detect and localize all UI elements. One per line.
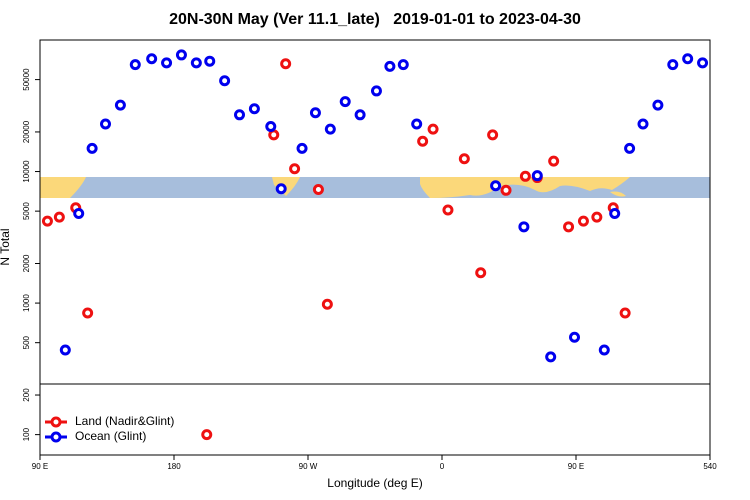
plot-frame bbox=[39, 39, 711, 456]
y-tick-label: 2000 bbox=[22, 254, 31, 272]
point bbox=[354, 109, 366, 121]
point bbox=[411, 118, 423, 130]
point bbox=[268, 129, 280, 141]
point bbox=[652, 99, 664, 111]
point bbox=[324, 123, 336, 135]
point bbox=[531, 170, 543, 182]
legend-marker bbox=[50, 431, 62, 443]
point bbox=[190, 57, 202, 69]
point bbox=[175, 49, 187, 61]
point bbox=[475, 267, 487, 279]
point bbox=[86, 142, 98, 154]
point bbox=[275, 183, 287, 195]
point bbox=[490, 180, 502, 192]
y-tick-label: 1000 bbox=[22, 294, 31, 312]
y-tick-label: 500 bbox=[22, 335, 31, 349]
x-tick-label: 540 bbox=[703, 462, 717, 471]
point bbox=[548, 155, 560, 167]
point bbox=[397, 59, 409, 71]
point bbox=[296, 142, 308, 154]
point bbox=[682, 53, 694, 65]
point bbox=[41, 215, 53, 227]
point bbox=[427, 123, 439, 135]
point bbox=[598, 344, 610, 356]
point bbox=[591, 211, 603, 223]
point bbox=[458, 153, 470, 165]
point bbox=[114, 99, 126, 111]
y-tick-label: 20000 bbox=[22, 120, 31, 143]
x-tick-label: 90 E bbox=[32, 462, 48, 471]
y-tick-label: 200 bbox=[22, 388, 31, 402]
point bbox=[146, 53, 158, 65]
point bbox=[442, 204, 454, 216]
point bbox=[577, 215, 589, 227]
point bbox=[569, 331, 581, 343]
y-tick-label: 5000 bbox=[22, 202, 31, 220]
point bbox=[519, 170, 531, 182]
point bbox=[339, 96, 351, 108]
point bbox=[384, 60, 396, 72]
point bbox=[204, 55, 216, 67]
point bbox=[609, 207, 621, 219]
point bbox=[289, 163, 301, 175]
point bbox=[417, 135, 429, 147]
point bbox=[518, 221, 530, 233]
point bbox=[59, 344, 71, 356]
point bbox=[73, 207, 85, 219]
y-tick-label: 100 bbox=[22, 427, 31, 441]
point bbox=[619, 307, 631, 319]
point bbox=[370, 85, 382, 97]
point bbox=[280, 58, 292, 70]
point bbox=[219, 75, 231, 87]
point bbox=[500, 184, 512, 196]
x-tick-label: 90 W bbox=[299, 462, 318, 471]
point bbox=[637, 118, 649, 130]
point bbox=[624, 142, 636, 154]
x-axis-label: Longitude (deg E) bbox=[327, 476, 422, 490]
point bbox=[309, 107, 321, 119]
point bbox=[129, 59, 141, 71]
legend-marker bbox=[50, 416, 62, 428]
y-axis-label: N Total bbox=[0, 228, 12, 265]
legend-label: Land (Nadir&Glint) bbox=[75, 414, 174, 428]
x-tick-label: 90 E bbox=[568, 462, 584, 471]
point bbox=[82, 307, 94, 319]
point bbox=[234, 109, 246, 121]
point bbox=[100, 118, 112, 130]
point bbox=[161, 57, 173, 69]
point bbox=[697, 57, 709, 69]
point bbox=[53, 211, 65, 223]
point bbox=[312, 184, 324, 196]
point bbox=[563, 221, 575, 233]
legend-label: Ocean (Glint) bbox=[75, 429, 146, 443]
x-tick-label: 0 bbox=[440, 462, 445, 471]
point bbox=[667, 59, 679, 71]
point bbox=[321, 298, 333, 310]
point bbox=[545, 351, 557, 363]
chart-title: 20N-30N May (Ver 11.1_late) 2019-01-01 t… bbox=[169, 11, 581, 28]
point bbox=[201, 429, 213, 441]
point bbox=[265, 120, 277, 132]
y-tick-label: 10000 bbox=[22, 160, 31, 183]
y-tick-label: 50000 bbox=[22, 68, 31, 91]
map-band bbox=[40, 177, 710, 198]
point bbox=[248, 103, 260, 115]
x-tick-label: 180 bbox=[167, 462, 181, 471]
point bbox=[487, 129, 499, 141]
